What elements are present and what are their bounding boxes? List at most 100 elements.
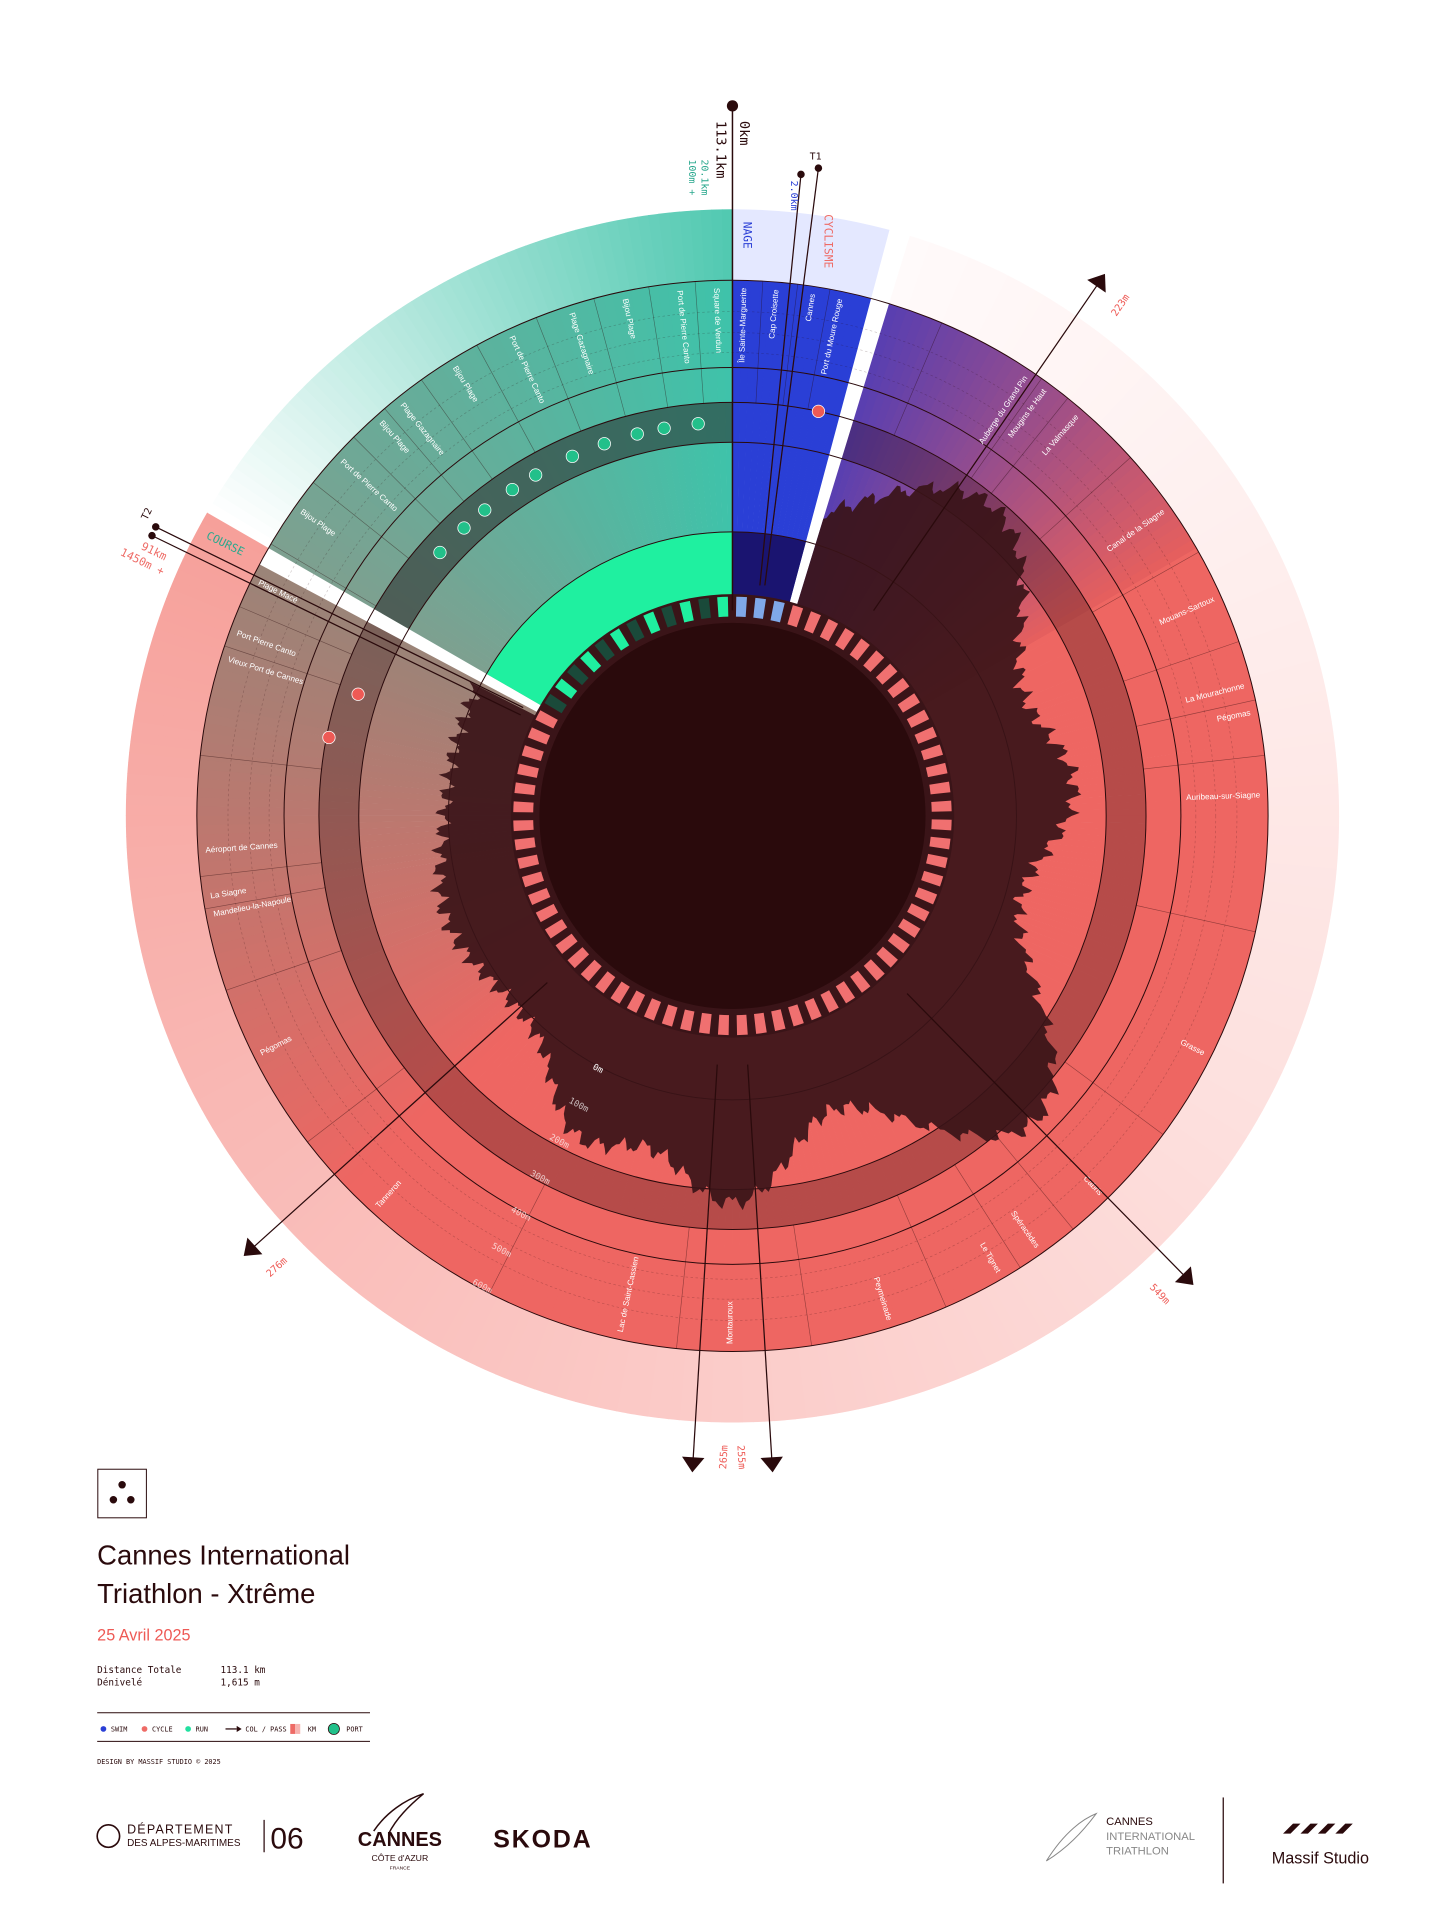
outer-ring-segment: [1267, 794, 1340, 808]
outer-ring-segment: [218, 485, 284, 533]
stat-label: Distance Totale: [97, 1665, 182, 1676]
massif-logo: Massif Studio: [1272, 1849, 1369, 1867]
outer-ring-segment: [375, 1248, 426, 1313]
km-tick: [517, 854, 540, 869]
place-divider: [489, 1184, 545, 1294]
outer-ring-segment: [126, 773, 199, 788]
km-tick: [544, 693, 567, 714]
band-segment: [210, 685, 542, 772]
t2-line: [155, 526, 524, 709]
outer-ring-segment: [564, 1330, 594, 1402]
outer-ring-segment: [267, 1159, 329, 1214]
outer-ring-segment: [342, 344, 396, 406]
outer-ring-segment: [1209, 1050, 1278, 1092]
outer-ring-segment: [1254, 927, 1326, 953]
outer-ring-segment: [1229, 588, 1299, 625]
legend-label: RUN: [196, 1725, 208, 1733]
stat-value: 113.1 km: [221, 1665, 266, 1676]
legend-label: CYCLE: [152, 1725, 173, 1733]
outer-ring-segment: [182, 1041, 252, 1082]
outer-ring-segment: [1217, 559, 1287, 599]
logo-box: [97, 1468, 147, 1519]
outer-ring-segment: [1265, 752, 1337, 770]
outer-ring-segment: [1217, 1033, 1287, 1073]
t2-dot-b: [148, 531, 156, 540]
outer-ring-segment: [133, 899, 205, 922]
outer-ring-segment: [1249, 658, 1322, 687]
km-tick: [898, 918, 921, 938]
outer-ring-segment: [1247, 648, 1319, 678]
km-tick: [787, 605, 804, 628]
outer-ring-segment: [700, 209, 715, 282]
outer-ring-segment: [1123, 1174, 1184, 1230]
outer-ring-segment: [932, 1308, 970, 1379]
outer-ring-segment: [384, 1254, 433, 1319]
outer-ring-segment: [310, 1200, 368, 1260]
outer-ring-segment: [1142, 1152, 1204, 1207]
outer-ring-segment: [1267, 834, 1339, 849]
outer-ring-segment: [217, 1099, 284, 1147]
place-divider: [225, 950, 342, 991]
outer-ring-segment: [966, 1293, 1008, 1362]
outer-ring-segment: [152, 972, 224, 1004]
t2-label: T2: [140, 506, 155, 522]
place-divider: [535, 317, 582, 432]
outer-ring-segment: [504, 1312, 541, 1383]
outer-ring-segment: [1264, 871, 1336, 891]
outer-ring-segment: [992, 285, 1037, 353]
outer-ring-segment: [133, 710, 206, 733]
outer-ring-segment: [342, 1225, 396, 1288]
outer-ring-segment: [419, 1274, 465, 1342]
km-tick: [929, 836, 951, 850]
outer-ring-segment: [261, 425, 323, 479]
bright-run-band: [486, 531, 733, 717]
pass-label: 549m: [1147, 1282, 1172, 1307]
outer-ring-segment: [1261, 890, 1334, 912]
km-tick: [907, 903, 930, 922]
outer-ring-segment: [888, 1325, 920, 1397]
pass-label: 255m: [734, 1445, 746, 1470]
outer-ring-segment: [126, 834, 198, 848]
port-marker: [630, 427, 644, 441]
outer-ring-segment: [350, 337, 404, 400]
outer-ring-segment: [1054, 1237, 1106, 1301]
place-divider: [200, 754, 322, 770]
outer-ring-segment: [1258, 908, 1330, 933]
pass-label: 223m: [1110, 293, 1133, 319]
legend-port: [327, 1722, 340, 1735]
outer-ring-segment: [212, 1091, 279, 1138]
outer-ring-segment: [475, 1301, 515, 1371]
band-segment: [263, 547, 563, 721]
outer-ring-segment: [1090, 1207, 1147, 1268]
port-marker: [597, 437, 611, 451]
outer-ring-segment: [334, 1219, 389, 1281]
km-tick: [717, 1014, 729, 1036]
outer-ring-segment: [637, 1344, 658, 1417]
outer-ring-segment: [1170, 1115, 1236, 1165]
run-elevation: 100m +: [686, 159, 697, 195]
outer-ring-segment: [616, 1341, 640, 1414]
outer-ring-segment: [152, 627, 224, 660]
place-divider: [200, 862, 322, 877]
outer-ring-segment: [281, 1173, 341, 1230]
place-divider: [204, 887, 326, 910]
band-segment: [243, 589, 555, 736]
outer-ring-segment: [1181, 485, 1248, 533]
port-marker: [529, 468, 543, 482]
km-tick: [914, 887, 938, 905]
title-line: Cannes International: [97, 1540, 350, 1571]
km-tick: [876, 946, 898, 968]
place-label: Cannes: [804, 293, 817, 322]
outer-ring-segment: [235, 1122, 300, 1173]
outer-ring-segment: [834, 1339, 859, 1412]
outer-ring-segment: [288, 394, 348, 451]
port-marker: [322, 730, 336, 745]
outer-ring-segment: [1256, 918, 1328, 943]
outer-ring-segment: [130, 730, 203, 751]
band-segment: [783, 298, 881, 627]
outer-ring-segment: [1104, 379, 1162, 438]
outer-ring-segment: [975, 275, 1018, 344]
outer-ring-segment: [128, 751, 200, 770]
outer-ring-segment: [585, 1335, 612, 1407]
